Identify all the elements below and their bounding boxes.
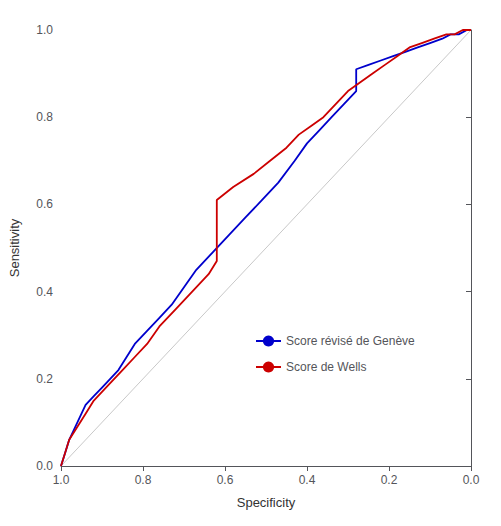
svg-text:Specificity: Specificity [237,495,296,510]
svg-text:Score révisé de Genève: Score révisé de Genève [286,334,415,348]
svg-text:0.6: 0.6 [36,197,53,211]
svg-text:0.0: 0.0 [36,459,53,473]
svg-text:0.4: 0.4 [299,473,316,487]
svg-text:0.8: 0.8 [36,110,53,124]
svg-text:0.0: 0.0 [463,473,480,487]
svg-text:0.2: 0.2 [381,473,398,487]
svg-text:Sensitivity: Sensitivity [7,218,22,277]
svg-text:0.8: 0.8 [135,473,152,487]
svg-text:1.0: 1.0 [36,23,53,37]
svg-text:1.0: 1.0 [53,473,70,487]
svg-text:Score de Wells: Score de Wells [286,360,366,374]
svg-text:0.4: 0.4 [36,285,53,299]
svg-text:0.6: 0.6 [217,473,234,487]
svg-text:0.2: 0.2 [36,372,53,386]
